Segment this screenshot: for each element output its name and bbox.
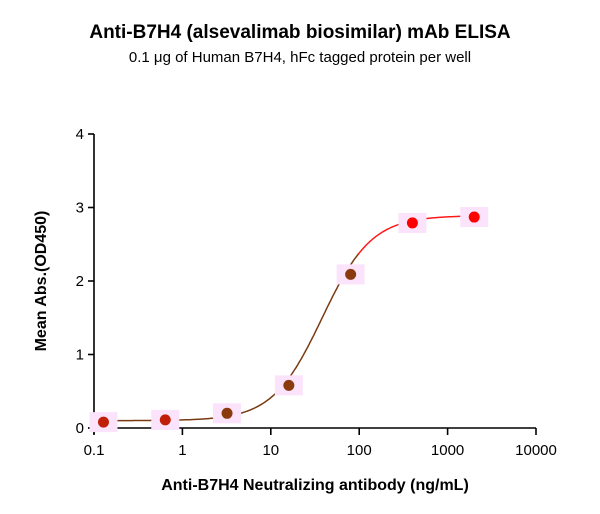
chart-subtitle: 0.1 μg of Human B7H4, hFc tagged protein… [128,49,472,66]
data-point [345,268,357,280]
y-tick-label: 4 [76,126,84,143]
y-tick-label: 1 [76,347,84,364]
x-tick-label: 0.1 [84,442,105,459]
y-tick-label: 0 [76,420,84,437]
x-tick-label: 10 [262,442,279,459]
data-point [97,416,109,428]
x-axis-label: Anti-B7H4 Neutralizing antibody (ng/mL) [161,477,469,494]
axes: 0 1 2 3 4 0.1 1 10 100 1000 10000 [76,126,557,459]
x-tick-label: 1 [178,442,186,459]
chart-title: Anti-B7H4 (alsevalimab biosimilar) mAb E… [89,22,511,43]
data-points [89,207,489,433]
data-point [406,217,418,229]
data-point [283,379,295,391]
x-tick-label: 10000 [515,442,557,459]
data-point [159,414,171,426]
y-axis-label: Mean Abs.(OD450) [33,211,50,352]
y-tick-label: 2 [76,273,84,290]
y-tick-label: 3 [76,200,84,217]
data-point [221,407,233,419]
data-point [468,211,480,223]
svg-text:Mean Abs.(OD450): Mean Abs.(OD450) [33,211,50,352]
x-tick-label: 100 [347,442,372,459]
x-tick-label: 1000 [431,442,464,459]
